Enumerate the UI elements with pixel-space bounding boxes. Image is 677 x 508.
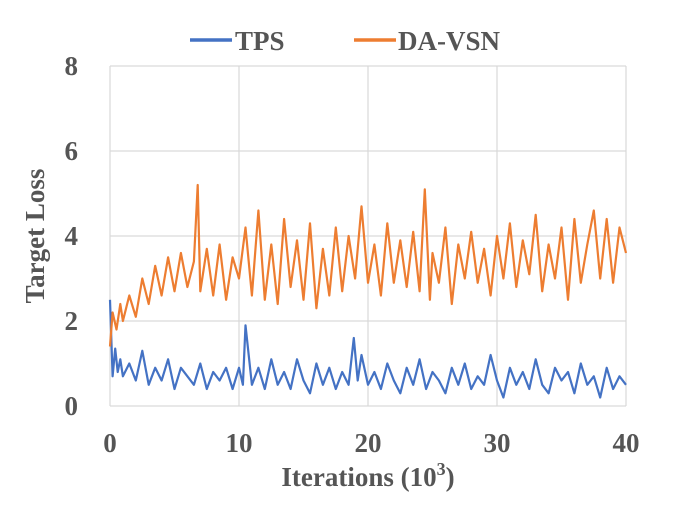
x-axis-title-superscript: 3: [437, 459, 446, 479]
x-axis-title-main: Iterations (10: [281, 462, 436, 492]
x-tick-label-30: 30: [484, 428, 511, 458]
x-tick-label-10: 10: [226, 428, 253, 458]
series-line-tps: [108, 299, 627, 399]
x-tick-label-40: 40: [613, 428, 640, 458]
y-tick-label-4: 4: [65, 221, 79, 251]
y-tick-label-6: 6: [65, 136, 79, 166]
x-tick-labels: 0 10 20 30 40: [103, 428, 639, 458]
x-axis-title-close: ): [446, 462, 455, 492]
y-tick-labels: 0 2 4 6 8: [65, 51, 79, 421]
y-tick-label-0: 0: [65, 391, 79, 421]
y-axis-title: Target Loss: [20, 169, 50, 304]
legend-label-tps: TPS: [235, 26, 285, 56]
legend-label-da-vsn: DA-VSN: [398, 26, 501, 56]
legend: TPS DA-VSN: [190, 26, 501, 56]
y-tick-label-8: 8: [65, 51, 79, 81]
series-line-da-vsn: [108, 183, 628, 347]
x-axis-title: Iterations (103): [281, 459, 454, 492]
y-tick-label-2: 2: [65, 306, 79, 336]
series-lines: [108, 183, 628, 399]
x-tick-label-20: 20: [355, 428, 382, 458]
grid: [109, 65, 627, 407]
x-tick-label-0: 0: [103, 428, 117, 458]
